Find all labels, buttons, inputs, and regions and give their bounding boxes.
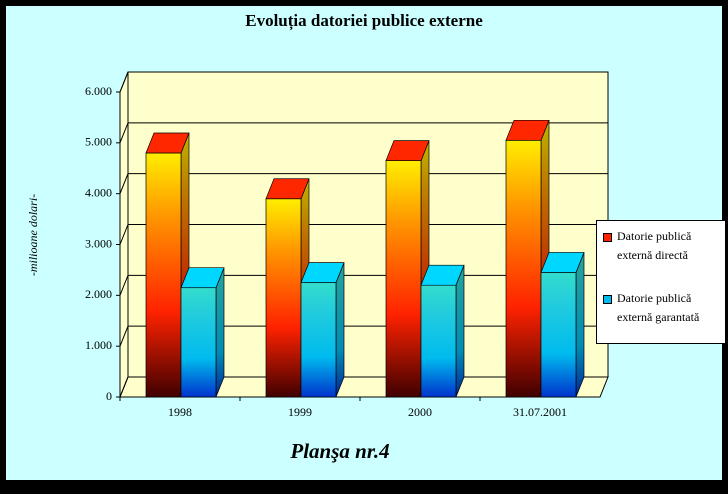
y-tick-label: 6.000 xyxy=(85,84,112,98)
chart-title: Evoluția datoriei publice externe xyxy=(245,11,483,31)
bar xyxy=(420,264,465,398)
caption: Planşa nr.4 xyxy=(289,439,389,463)
x-tick-label: 1998 xyxy=(168,405,192,419)
bar-top xyxy=(505,119,550,141)
bar-side xyxy=(335,262,345,398)
bar-front xyxy=(505,139,542,398)
bar xyxy=(180,267,225,398)
y-axis-label: -milioane dolari- xyxy=(26,194,40,276)
bar-top xyxy=(300,262,345,283)
bar-front xyxy=(180,287,217,398)
bar-front xyxy=(300,282,337,398)
bar-top xyxy=(265,178,310,200)
legend-swatch xyxy=(603,233,612,242)
bar-side xyxy=(215,267,225,398)
bar xyxy=(300,262,345,398)
grid-line xyxy=(119,122,608,144)
y-tick-label: 0 xyxy=(106,389,112,403)
bar-side xyxy=(575,252,585,398)
bar-front xyxy=(540,272,577,398)
y-tick-label: 1.000 xyxy=(85,338,112,352)
bar-top xyxy=(420,264,465,286)
grid-line xyxy=(119,71,608,93)
x-tick-label: 31.07.2001 xyxy=(513,405,567,419)
y-tick-label: 4.000 xyxy=(85,185,112,199)
bar-front xyxy=(145,152,182,398)
grid-line xyxy=(119,224,608,245)
legend-swatch xyxy=(603,295,612,304)
x-tick-label: 2000 xyxy=(408,405,432,419)
bar-top xyxy=(145,132,190,154)
legend-label: Datorie publică externă directă xyxy=(617,229,692,262)
y-tick-label: 2.000 xyxy=(85,287,112,301)
y-tick-label: 3.000 xyxy=(85,236,112,250)
y-tick-label: 5.000 xyxy=(85,135,112,149)
bar-top xyxy=(540,252,585,273)
bar xyxy=(540,252,585,398)
x-tick-label: 1999 xyxy=(288,405,312,419)
bar-side xyxy=(455,265,465,398)
legend-item: Datorie publică externă garantată xyxy=(603,289,723,327)
legend-item: Datorie publică externă directă xyxy=(603,227,723,265)
grid-line xyxy=(119,173,608,194)
legend: Datorie publică externă directă Datorie p… xyxy=(596,220,726,344)
legend-label: Datorie publică externă garantată xyxy=(617,291,700,324)
bar-top xyxy=(180,267,225,289)
bar-top xyxy=(385,140,430,161)
bar-front xyxy=(265,198,302,398)
bar-front xyxy=(420,284,457,398)
bar-front xyxy=(385,160,422,398)
